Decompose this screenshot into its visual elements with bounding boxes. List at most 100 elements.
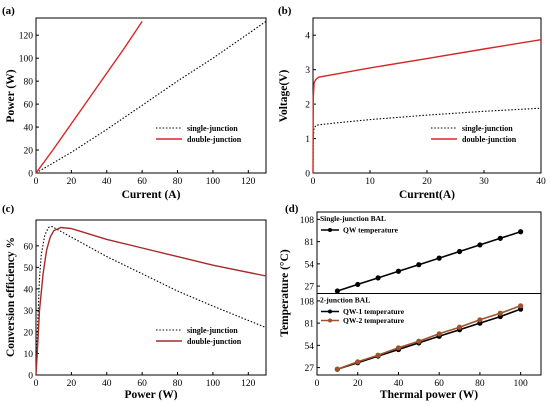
y-tick-label: 81 <box>305 320 315 330</box>
y-tick-label: 2 <box>305 101 310 111</box>
y-axis-label: Conversion efficiency % <box>5 237 17 357</box>
data-point <box>395 268 402 274</box>
x-tick-label: 40 <box>102 379 112 389</box>
y-tick-label: 54 <box>305 260 315 270</box>
x-tick-label: 10 <box>365 177 375 187</box>
y-axis-label: Power (W) <box>5 69 17 122</box>
data-point <box>355 281 361 288</box>
y-tick-label: 27 <box>305 364 315 374</box>
x-tick-label: 120 <box>241 177 256 187</box>
y-tick-label: 60 <box>24 242 34 252</box>
x-tick-label: 60 <box>434 379 444 389</box>
x-axis-label: Thermal power (W) <box>380 389 478 401</box>
y-tick-label: 40 <box>24 285 34 295</box>
legend-label: double-junction <box>187 135 242 144</box>
data-point <box>477 317 483 323</box>
data-point <box>375 352 381 358</box>
legend-marker <box>328 318 332 323</box>
x-tick-label: 60 <box>137 177 147 187</box>
x-tick-label: 100 <box>206 177 221 187</box>
panel-c: (c) Power (W) Conversion efficiency % 0 20 40… <box>2 203 267 401</box>
series-line-QW temperature <box>337 231 521 292</box>
x-tick-label: 120 <box>241 379 256 389</box>
x-axis-label: Current (A) <box>122 189 181 201</box>
data-point <box>477 242 483 248</box>
panel-label: (b) <box>278 5 292 17</box>
legend-label: single-junction <box>187 326 238 335</box>
y-tick-label: 120 <box>19 32 34 42</box>
series-line-double-junction <box>312 39 542 174</box>
x-axis-label: Power (W) <box>124 389 177 401</box>
data-point <box>334 366 340 372</box>
data-point <box>416 262 422 268</box>
y-tick-label: 20 <box>24 147 34 157</box>
x-tick-label: 40 <box>394 379 404 389</box>
data-point <box>436 255 442 261</box>
y-tick-label: 20 <box>24 328 34 338</box>
data-point <box>355 359 361 365</box>
series-line-double-junction <box>35 21 143 174</box>
data-point <box>456 324 463 330</box>
y-tick-label: 1 <box>305 135 310 145</box>
data-point <box>416 338 422 344</box>
x-tick-label: 80 <box>173 379 183 389</box>
y-tick-label: 108 <box>300 297 315 307</box>
data-point <box>436 331 442 337</box>
y-tick-label: 10 <box>24 350 34 360</box>
x-tick-label: 20 <box>67 177 77 187</box>
series-line-QW-1 temperature <box>337 308 521 370</box>
x-tick-label: 0 <box>315 379 320 389</box>
legend-label: QW-1 temperature <box>343 307 405 316</box>
panel-label: (c) <box>2 203 15 215</box>
data-point <box>497 310 503 316</box>
x-tick-label: 100 <box>514 379 529 389</box>
x-tick-label: 0 <box>34 177 39 187</box>
series-line-single-junction <box>35 20 267 174</box>
x-tick-label: 40 <box>102 177 112 187</box>
panel-label: (d) <box>285 203 299 215</box>
subplot-title: Single-junction BAL <box>320 214 386 223</box>
y-tick-label: 80 <box>24 78 34 88</box>
legend-label: single-junction <box>187 124 238 133</box>
x-axis-label: Current(A) <box>399 189 455 201</box>
plot-frame <box>312 17 542 174</box>
plot-frame <box>35 219 267 376</box>
data-point <box>497 235 503 241</box>
legend-label: double-junction <box>462 135 517 144</box>
y-tick-label: 4 <box>305 32 310 42</box>
y-tick-label: 0 <box>28 372 33 382</box>
y-tick-label: 0 <box>305 170 310 180</box>
legend-label: single-junction <box>462 124 513 133</box>
y-tick-label: 60 <box>24 101 34 111</box>
y-tick-label: 40 <box>24 124 34 134</box>
plot-frame <box>35 17 267 174</box>
y-tick-label: 27 <box>305 283 315 293</box>
x-tick-label: 80 <box>475 379 485 389</box>
y-tick-label: 100 <box>19 55 34 65</box>
x-tick-label: 20 <box>422 177 432 187</box>
y-tick-label: 81 <box>305 238 315 248</box>
x-tick-label: 20 <box>353 379 363 389</box>
x-tick-label: 0 <box>311 177 316 187</box>
data-point <box>334 288 340 294</box>
x-tick-label: 30 <box>479 177 489 187</box>
y-tick-label: 3 <box>305 66 310 76</box>
x-tick-label: 40 <box>536 177 546 187</box>
y-tick-label: 30 <box>24 307 34 317</box>
legend-label: double-junction <box>187 337 242 346</box>
x-tick-label: 0 <box>34 379 39 389</box>
series-line-double-junction <box>35 226 267 376</box>
legend-marker <box>328 309 332 314</box>
y-tick-label: 0 <box>28 170 33 180</box>
y-tick-label: 108 <box>300 216 315 226</box>
legend-label: QW-2 temperature <box>343 316 405 325</box>
legend-label: QW temperature <box>343 226 399 235</box>
x-tick-label: 20 <box>67 379 77 389</box>
data-point <box>375 275 381 281</box>
y-axis-label: Voltage(V) <box>278 70 290 123</box>
data-point <box>518 229 524 235</box>
y-tick-label: 50 <box>24 264 34 274</box>
subplot-0: 27 54 81 108 Single-junction BAL QW temperatu… <box>300 214 524 294</box>
panel-label: (a) <box>2 5 15 17</box>
